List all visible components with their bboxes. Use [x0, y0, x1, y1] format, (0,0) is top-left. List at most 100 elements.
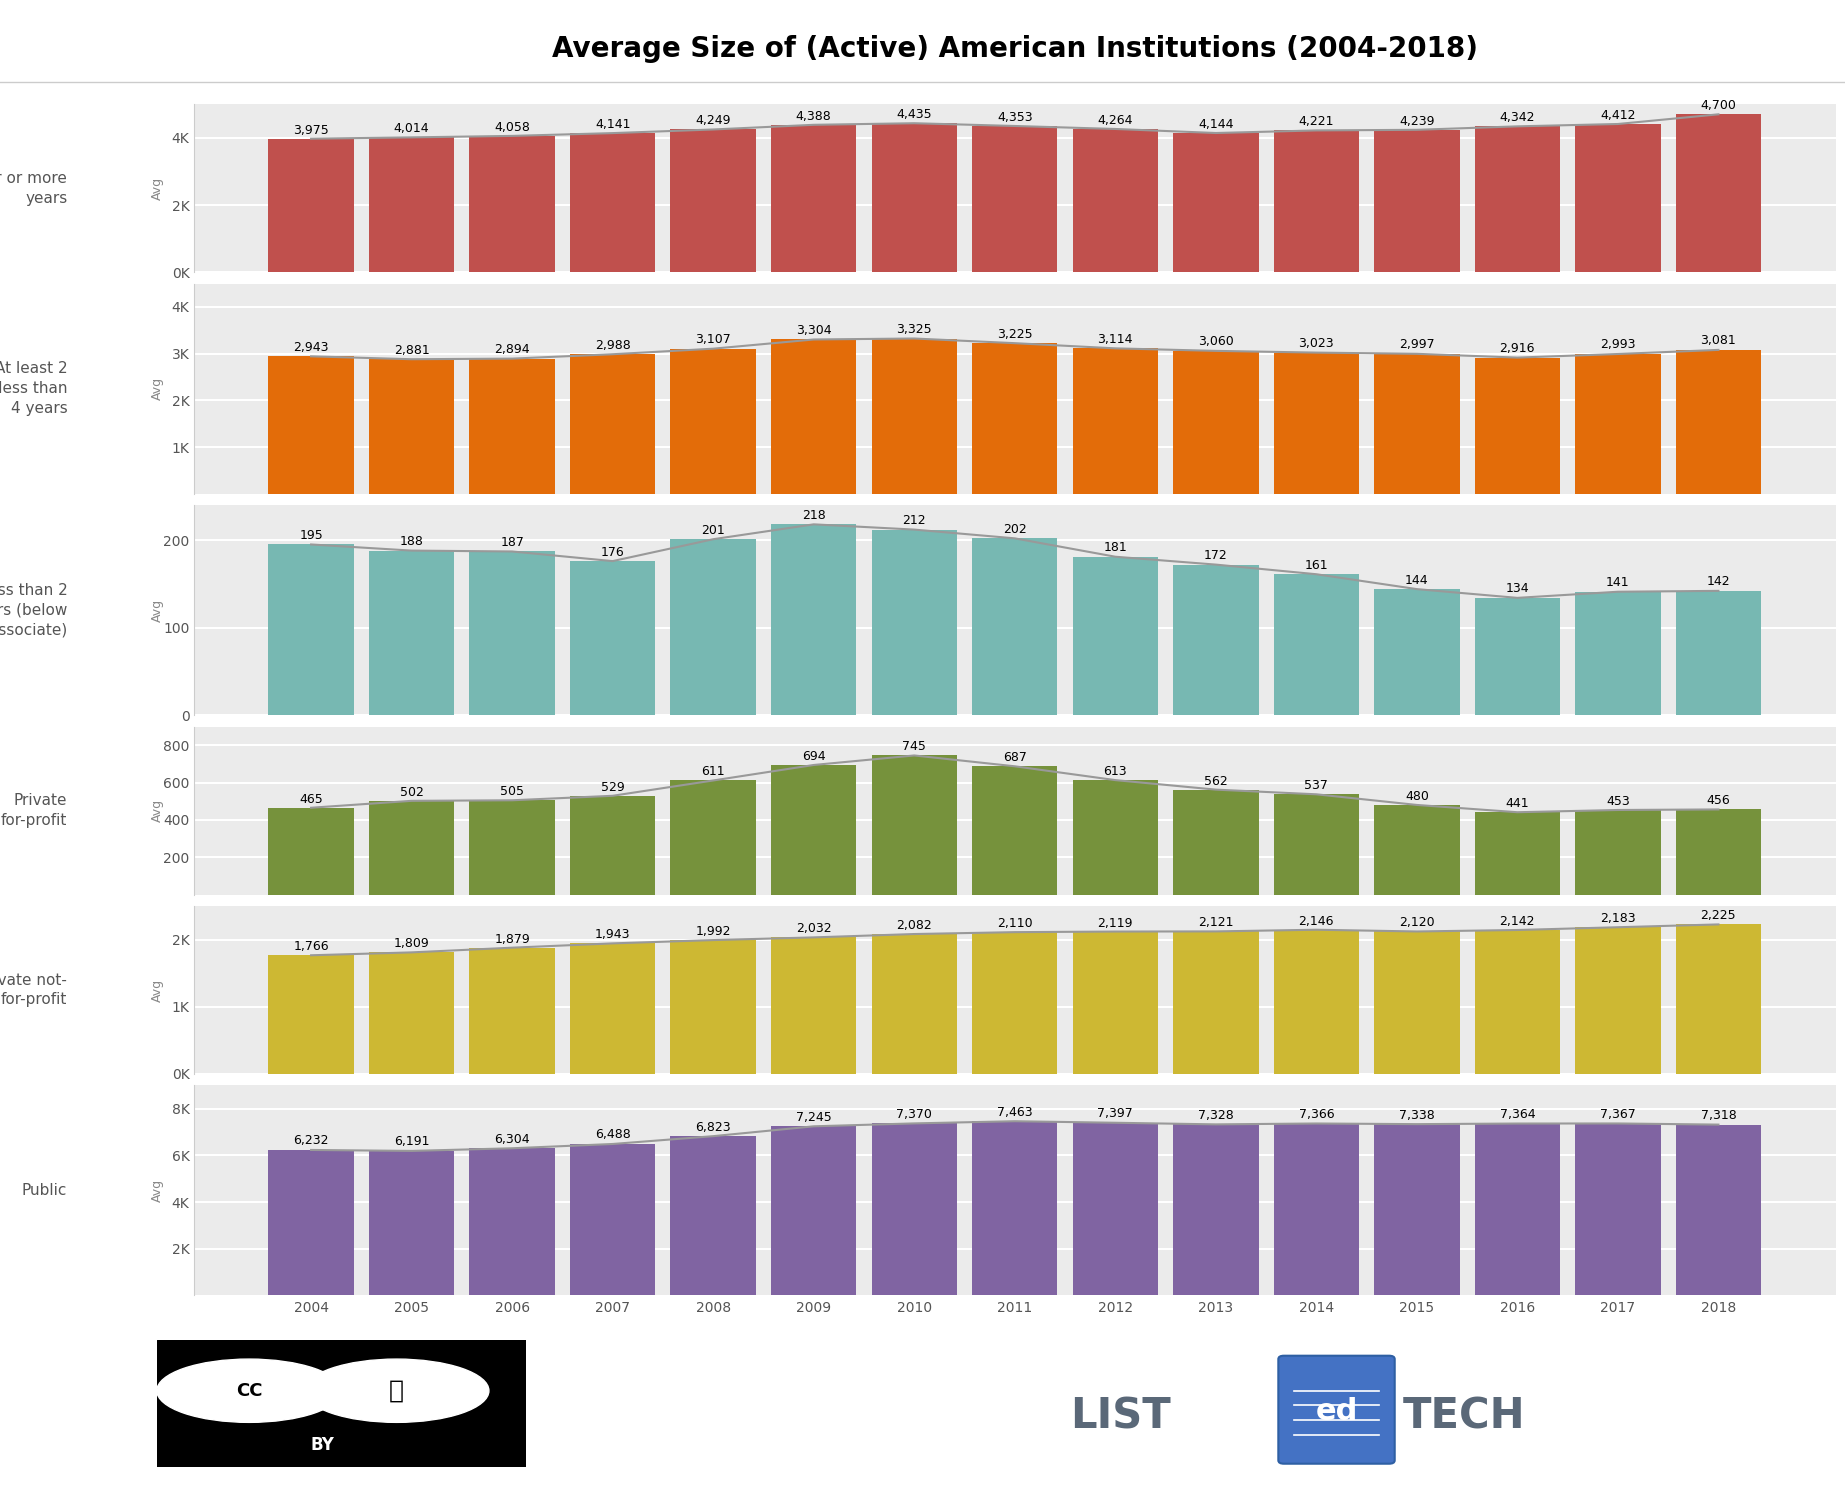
Text: 7,366: 7,366 [1299, 1108, 1334, 1121]
Text: 2,121: 2,121 [1197, 916, 1234, 929]
Bar [469, 800, 555, 895]
Bar [1375, 1124, 1459, 1295]
Bar [1375, 354, 1459, 494]
Bar [268, 956, 354, 1074]
Bar [1474, 127, 1561, 272]
FancyBboxPatch shape [1279, 1355, 1395, 1464]
Bar [972, 539, 1057, 715]
Text: 144: 144 [1406, 573, 1428, 587]
Text: 4,249: 4,249 [696, 115, 731, 128]
Text: 4,014: 4,014 [393, 122, 430, 135]
Text: 4,700: 4,700 [1701, 100, 1736, 112]
Text: 3,107: 3,107 [696, 334, 731, 345]
Text: 2,943: 2,943 [293, 341, 328, 354]
Text: 4,342: 4,342 [1500, 112, 1535, 124]
Bar [369, 801, 454, 895]
Text: 2,225: 2,225 [1701, 910, 1736, 922]
Text: 613: 613 [1103, 765, 1127, 779]
Bar [1273, 929, 1360, 1074]
Bar [1474, 1124, 1561, 1295]
Bar [1273, 353, 1360, 494]
Text: 2,894: 2,894 [494, 342, 530, 356]
Text: 2,993: 2,993 [1600, 338, 1637, 351]
Bar [871, 124, 958, 272]
Bar [871, 338, 958, 494]
Text: 1,992: 1,992 [696, 925, 731, 938]
Text: Avg: Avg [151, 599, 164, 622]
Bar [1173, 351, 1258, 494]
Bar [268, 1150, 354, 1295]
Bar [1474, 931, 1561, 1074]
Bar [1576, 810, 1660, 895]
Bar [871, 934, 958, 1074]
Text: 7,367: 7,367 [1600, 1108, 1637, 1121]
Text: 2,110: 2,110 [996, 917, 1033, 931]
Bar [670, 539, 756, 715]
Bar [570, 1144, 655, 1295]
Text: 2,142: 2,142 [1500, 914, 1535, 928]
Bar [871, 1123, 958, 1295]
Bar [1675, 591, 1762, 715]
Text: 2,146: 2,146 [1299, 914, 1334, 928]
Text: 4,412: 4,412 [1600, 109, 1637, 122]
Text: 2,916: 2,916 [1500, 342, 1535, 354]
Text: 142: 142 [1707, 575, 1731, 588]
Text: 2,119: 2,119 [1098, 917, 1133, 929]
Bar [1072, 348, 1159, 494]
Bar [670, 1136, 756, 1295]
Bar [1173, 133, 1258, 272]
Text: 4,144: 4,144 [1197, 118, 1234, 131]
Bar [570, 354, 655, 494]
Bar [369, 137, 454, 272]
Text: 2,997: 2,997 [1399, 338, 1435, 351]
Text: Avg: Avg [151, 1179, 164, 1202]
Text: 7,364: 7,364 [1500, 1108, 1535, 1121]
Text: 687: 687 [1004, 752, 1026, 764]
Bar [469, 135, 555, 272]
Text: 7,318: 7,318 [1701, 1109, 1736, 1123]
Text: 502: 502 [400, 786, 424, 798]
Text: ed: ed [1315, 1397, 1358, 1426]
Text: 6,191: 6,191 [393, 1136, 430, 1148]
Bar [1474, 599, 1561, 715]
Bar [268, 138, 354, 272]
Bar [1474, 812, 1561, 895]
Text: Less than 2
years (below
associate): Less than 2 years (below associate) [0, 582, 66, 637]
Text: 2,032: 2,032 [795, 922, 832, 935]
Bar [1273, 131, 1360, 272]
Text: 195: 195 [299, 529, 323, 542]
Bar [771, 339, 856, 494]
Text: CC: CC [236, 1382, 262, 1400]
Text: 745: 745 [902, 740, 926, 753]
Bar [1675, 115, 1762, 272]
Text: 161: 161 [1304, 558, 1328, 572]
Bar [871, 755, 958, 895]
Text: 141: 141 [1607, 576, 1629, 590]
Text: 537: 537 [1304, 779, 1328, 792]
Text: 7,397: 7,397 [1098, 1108, 1133, 1120]
Text: 453: 453 [1605, 795, 1629, 809]
Text: 6,304: 6,304 [494, 1133, 530, 1145]
Bar [1173, 564, 1258, 715]
Text: 4,435: 4,435 [897, 109, 932, 121]
Text: 529: 529 [601, 780, 624, 794]
Text: 2,183: 2,183 [1600, 913, 1637, 925]
Bar [1375, 806, 1459, 895]
Bar [369, 1151, 454, 1295]
Bar [972, 127, 1057, 272]
Text: 1,943: 1,943 [594, 928, 631, 941]
Text: Four or more
years: Four or more years [0, 171, 66, 205]
Bar [972, 342, 1057, 494]
Bar [972, 767, 1057, 895]
Bar [1173, 789, 1258, 895]
Text: 694: 694 [803, 750, 825, 762]
Bar [771, 524, 856, 715]
Text: 176: 176 [601, 545, 624, 558]
Text: 201: 201 [701, 524, 725, 536]
Text: BY: BY [312, 1435, 334, 1453]
Bar [670, 780, 756, 895]
Bar [1576, 354, 1660, 494]
Text: 2,988: 2,988 [594, 338, 631, 351]
Text: TECH: TECH [1402, 1395, 1526, 1437]
Text: 465: 465 [299, 792, 323, 806]
